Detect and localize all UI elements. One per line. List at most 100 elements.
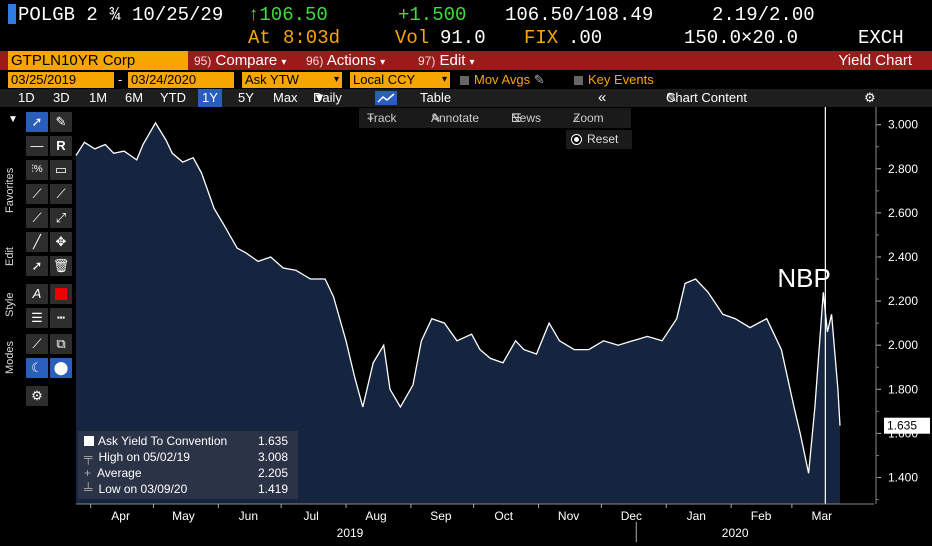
line-width-icon[interactable]: ☰ (26, 308, 48, 328)
fix-label: FIX (524, 27, 559, 49)
ray-icon[interactable]: R (50, 136, 72, 156)
x-tick-label: Oct (494, 509, 513, 523)
size-value: 150.0×20.0 (684, 27, 799, 49)
period-6m[interactable]: 6M (125, 90, 144, 105)
select-icon[interactable]: ➚ (26, 256, 48, 276)
fix-value: .00 (568, 27, 603, 49)
snap-icon[interactable]: ⧉ (50, 334, 72, 354)
pen-icon[interactable]: ✎ (50, 112, 72, 132)
year-label: 2019 (337, 526, 364, 540)
gear-icon[interactable]: ⚙ (864, 90, 876, 105)
vol-label: Vol (395, 27, 430, 49)
gear-icon[interactable]: ⚙ (26, 386, 48, 406)
chart-tools: ⌖ Track ✎ Annotate ☰ News ⌕ Zoom (359, 108, 631, 128)
pencil-icon: ✎ (666, 90, 677, 105)
color-picker-icon[interactable] (50, 284, 72, 304)
y-tick-label: 2.800 (888, 162, 918, 176)
date-dash: - (118, 72, 123, 87)
period-ytd[interactable]: YTD (160, 90, 186, 105)
key-events-toggle[interactable]: Key Events (574, 72, 654, 88)
period-5y[interactable]: 5Y (238, 90, 254, 105)
start-date-field[interactable]: 03/25/2019 (8, 72, 114, 88)
fan-icon[interactable]: ⟋ (26, 208, 48, 228)
x-tick-label: Nov (558, 509, 579, 523)
x-tick-label: May (172, 509, 195, 523)
palette-icon[interactable]: ⬤ (50, 358, 72, 378)
period-1y[interactable]: 1Y (198, 89, 222, 107)
chevron-down-icon: ▾ (281, 57, 287, 68)
edit-label[interactable]: Edit (4, 247, 16, 267)
legend-high-label: High on 05/02/19 (98, 450, 190, 464)
chevron-down-icon: ▾ (333, 74, 339, 85)
rectangle-icon[interactable]: ▭ (50, 160, 72, 180)
period-1d[interactable]: 1D (18, 90, 35, 105)
magnet-icon[interactable]: ☾ (26, 358, 48, 378)
reset-button[interactable]: Reset (566, 130, 632, 149)
vol-value: 91.0 (440, 27, 486, 49)
y-tick-label: 1.800 (888, 382, 918, 396)
caret-down-icon[interactable]: ▼ (8, 114, 18, 125)
yield-chart[interactable]: NBP1.4001.6001.8002.0002.2002.4002.6002.… (0, 107, 932, 546)
currency-select[interactable]: Local CCY ▾ (350, 72, 450, 88)
style-label[interactable]: Style (4, 292, 16, 318)
y-tick-label: 2.400 (888, 250, 918, 264)
period-max[interactable]: Max (273, 90, 298, 105)
modes-label[interactable]: Modes (4, 340, 16, 374)
compare-menu[interactable]: 95) Compare ▾ (194, 52, 287, 69)
time-label: At (248, 27, 271, 49)
page-title: Yield Chart (838, 52, 912, 69)
channel-icon[interactable]: ⟋ (50, 184, 72, 204)
end-date-field[interactable]: 03/24/2020 (128, 72, 234, 88)
line-style-icon[interactable]: ┅ (50, 308, 72, 328)
pointer-icon[interactable]: ➚ (26, 112, 48, 132)
x-tick-label: Jun (239, 509, 258, 523)
frequency-select[interactable]: Daily ▼ (313, 90, 342, 105)
table-button[interactable]: Table (420, 90, 452, 105)
period-1m[interactable]: 1M (89, 90, 108, 105)
ticker-line[interactable]: POLGB 2 ¾ 10/25/29 (8, 4, 223, 26)
mov-avgs-toggle[interactable]: Mov Avgs ✎ (460, 72, 545, 88)
draw-mode-icon[interactable]: ⟋ (26, 334, 48, 354)
crosshair-icon: ⌖ (367, 111, 374, 125)
collapse-icon[interactable]: « (598, 89, 607, 106)
news-icon: ☰ (511, 111, 522, 125)
favorites-label[interactable]: Favorites (4, 167, 16, 213)
y-tick-label: 2.200 (888, 294, 918, 308)
average-marker-icon: + (84, 466, 92, 480)
magnifier-icon: ⌕ (573, 111, 580, 125)
exchange: EXCH (858, 27, 904, 49)
edit-menu[interactable]: 97) Edit ▾ (418, 52, 475, 69)
y-tick-label: 3.000 (888, 118, 918, 132)
actions-menu[interactable]: 96) Actions ▾ (306, 52, 386, 69)
trend-line-icon[interactable]: ⟋ (26, 184, 48, 204)
x-tick-label: Aug (365, 509, 386, 523)
percent-line-icon[interactable]: ⫶% (26, 160, 48, 180)
arrow-line-icon[interactable]: ⤢ (50, 208, 72, 228)
horizontal-line-icon[interactable]: — (26, 136, 48, 156)
high-marker-icon: ╤ (84, 450, 93, 464)
line-chart-button[interactable] (375, 89, 397, 107)
series-area (76, 122, 840, 505)
chevron-down-icon: ▾ (469, 57, 475, 68)
font-icon[interactable]: A (26, 284, 48, 304)
legend-low-label: Low on 03/09/20 (98, 482, 188, 496)
bid-ask-yields: 2.19/2.00 (712, 4, 815, 26)
move-icon[interactable]: ✥ (50, 232, 72, 252)
series-swatch-icon (84, 436, 94, 446)
chart-area[interactable]: NBP1.4001.6001.8002.0002.2002.4002.6002.… (0, 107, 932, 546)
command-bar: GTPLN10YR Corp 95) Compare ▾ 96) Actions… (0, 51, 932, 70)
last-value-label: 1.635 (887, 419, 917, 433)
y-tick-label: 1.400 (888, 471, 918, 485)
checkbox-icon (574, 76, 583, 85)
legend-avg-label: Average (97, 466, 142, 480)
security-field[interactable]: GTPLN10YR Corp (8, 51, 188, 70)
legend-series-name: Ask Yield To Convention (98, 434, 228, 448)
line-chart-icon (375, 91, 397, 105)
trash-icon[interactable]: 🗑 (50, 256, 72, 276)
period-3d[interactable]: 3D (53, 90, 70, 105)
price-change: +1.500 (398, 4, 467, 26)
brush-icon[interactable]: ╱ (26, 232, 48, 252)
field-select[interactable]: Ask YTW ▾ (242, 72, 342, 88)
x-tick-label: Apr (111, 509, 130, 523)
x-tick-label: Feb (751, 509, 772, 523)
